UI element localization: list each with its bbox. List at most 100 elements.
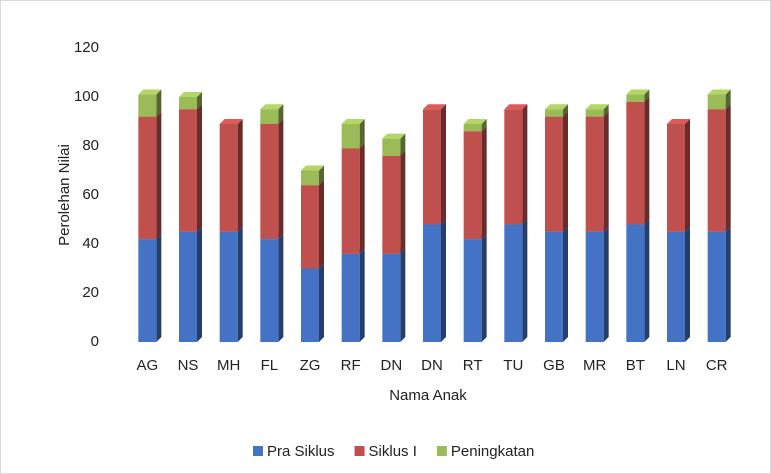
bar-top xyxy=(463,118,487,124)
bar-segment xyxy=(504,224,523,342)
bar-side xyxy=(644,96,650,225)
bar-segment xyxy=(545,231,563,342)
bar-side xyxy=(441,104,446,225)
x-tick-label: GB xyxy=(543,357,565,374)
bar-segment xyxy=(545,116,563,232)
bar-side xyxy=(603,226,609,342)
bar-side xyxy=(197,104,202,232)
bar-segment xyxy=(138,94,157,117)
bar-segment xyxy=(301,185,319,269)
bar-side xyxy=(319,263,324,342)
bar-side xyxy=(644,89,650,102)
bar-side xyxy=(603,111,609,232)
bar-segment xyxy=(179,231,197,342)
bar-side xyxy=(563,111,568,232)
x-tick-label: ZG xyxy=(300,357,321,374)
bar-side xyxy=(563,226,568,342)
bar-segment xyxy=(545,109,563,117)
bar-segment xyxy=(260,109,279,124)
bar-segment xyxy=(138,239,157,342)
x-tick-label: AG xyxy=(136,357,158,374)
x-tick-label: MR xyxy=(583,357,606,374)
bar-segment xyxy=(260,239,279,342)
x-tick-label: DN xyxy=(380,357,402,374)
y-tick-label: 80 xyxy=(82,137,99,154)
bar-side xyxy=(237,226,243,342)
x-tick-label: RF xyxy=(341,357,361,374)
bar-segment xyxy=(667,231,685,342)
bar-side xyxy=(481,234,487,342)
bar-side xyxy=(685,118,690,232)
legend-label: Pra Siklus xyxy=(267,443,335,460)
legend-swatch xyxy=(253,446,263,456)
bar-segment xyxy=(260,123,279,240)
bar-side xyxy=(237,118,243,232)
bar-top xyxy=(667,118,690,124)
bar-side xyxy=(359,118,365,149)
bar-side xyxy=(644,219,650,342)
y-tick-label: 20 xyxy=(82,284,99,301)
y-tick-label: 60 xyxy=(82,186,99,203)
y-axis-title: Perolehan Nilai xyxy=(56,144,73,246)
bar-side xyxy=(359,143,365,254)
bar-top xyxy=(504,104,528,110)
bar-side xyxy=(603,104,609,117)
bar-side xyxy=(563,104,568,117)
bar-top xyxy=(219,118,243,124)
bar-top xyxy=(707,89,731,95)
x-tick-label: NS xyxy=(178,357,199,374)
bar-side xyxy=(278,234,284,342)
bar-segment xyxy=(341,123,360,149)
bar-top xyxy=(341,118,365,124)
bar-segment xyxy=(382,253,401,342)
y-tick-label: 100 xyxy=(74,88,99,105)
bar-segment xyxy=(423,224,441,342)
bar-top xyxy=(585,104,609,110)
bar-top xyxy=(545,104,568,110)
bar-segment xyxy=(219,123,238,232)
bar-side xyxy=(481,126,487,240)
bar-top xyxy=(179,92,202,97)
bar-segment xyxy=(301,268,319,342)
legend-label: Peningkatan xyxy=(451,443,534,460)
bar-side xyxy=(156,111,162,240)
bar-segment xyxy=(707,109,726,232)
bar-side xyxy=(441,219,446,342)
bar-side xyxy=(522,104,528,225)
bar-top xyxy=(301,165,324,171)
bar-segment xyxy=(423,109,441,225)
y-tick-label: 40 xyxy=(82,235,99,252)
bar-segment xyxy=(626,101,645,225)
bar-segment xyxy=(585,116,604,232)
bar-side xyxy=(522,219,528,342)
bar-side xyxy=(725,89,731,110)
bar-side xyxy=(685,226,690,342)
bar-segment xyxy=(626,94,645,102)
bar-segment xyxy=(504,109,523,225)
bar-segment xyxy=(707,94,726,110)
bar-side xyxy=(359,248,365,342)
bar-side xyxy=(400,248,406,342)
x-tick-label: CR xyxy=(706,357,728,374)
bar-side xyxy=(156,89,162,117)
bar-segment xyxy=(463,131,482,240)
bar-side xyxy=(278,118,284,240)
legend-label: Siklus I xyxy=(369,443,417,460)
x-tick-label: RT xyxy=(463,357,483,374)
bar-side xyxy=(400,150,406,254)
bar-top xyxy=(260,104,284,110)
bar-segment xyxy=(585,109,604,117)
bar-segment xyxy=(382,138,401,156)
y-tick-label: 0 xyxy=(91,333,99,350)
bar-segment xyxy=(179,97,197,110)
bar-top xyxy=(138,89,162,95)
bar-segment xyxy=(585,231,604,342)
bar-segment xyxy=(179,109,197,232)
bar-side xyxy=(319,180,324,269)
bar-segment xyxy=(707,231,726,342)
bar-segment xyxy=(463,239,482,342)
bar-segment xyxy=(463,123,482,132)
x-axis-title: Nama Anak xyxy=(389,387,467,404)
bar-segment xyxy=(341,253,360,342)
